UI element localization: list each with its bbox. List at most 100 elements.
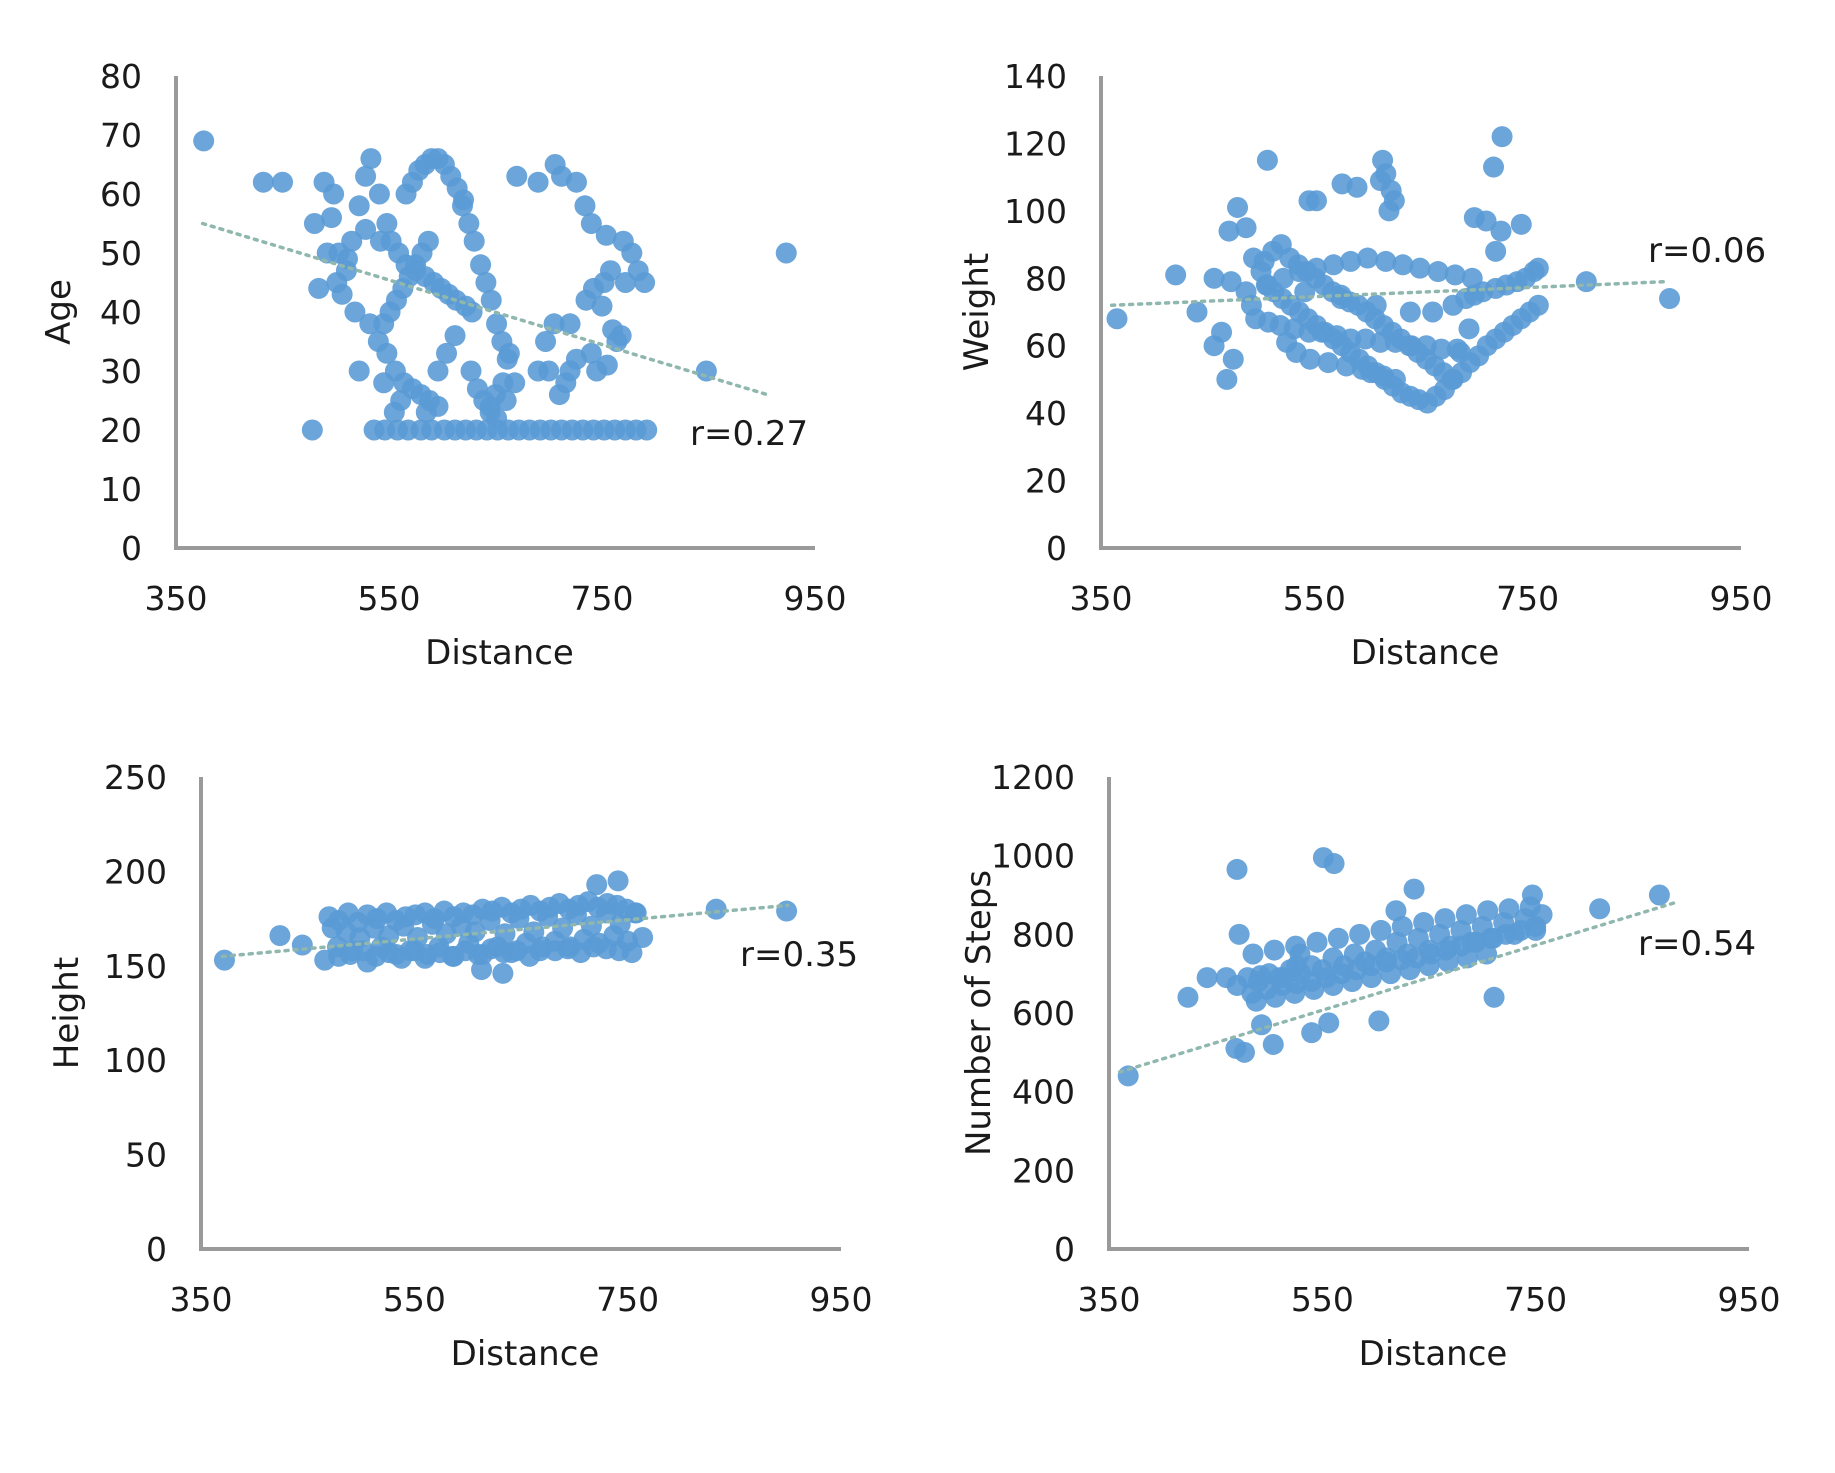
data-point (1475, 210, 1497, 232)
data-point (1391, 915, 1413, 937)
x-tick-label: 350 (1070, 579, 1133, 618)
y-tick-label: 250 (104, 758, 167, 797)
data-point (1317, 352, 1339, 374)
data-point (1575, 271, 1597, 293)
data-point (355, 165, 377, 187)
data-point (492, 962, 514, 984)
data-point (621, 242, 643, 264)
data-point (272, 171, 293, 193)
chart-svg: 0 50 100 150 200 250 350 550 750 950 Distance Heigh… (47, 758, 873, 1374)
data-point (494, 923, 516, 945)
y-tick-label: 1200 (991, 758, 1075, 797)
data-point (1482, 927, 1504, 949)
data-point (1349, 923, 1371, 945)
trendline (1109, 279, 1669, 308)
data-point (1303, 978, 1325, 1000)
data-point (1305, 257, 1327, 279)
data-point (1427, 261, 1449, 283)
scatter-panel-weight: 0 20 40 60 80 100 120 140 350 550 750 950 Distance We… (918, 0, 1835, 736)
data-point (1299, 348, 1321, 370)
data-point (1399, 301, 1421, 323)
data-point (634, 272, 656, 293)
data-point (1409, 257, 1431, 279)
x-tick-label: 550 (358, 579, 421, 618)
data-point (463, 230, 485, 252)
data-point (625, 902, 647, 924)
data-point (1228, 923, 1250, 945)
data-point (453, 189, 475, 211)
data-point (269, 925, 291, 947)
x-tick-label: 950 (784, 579, 847, 618)
data-point (1327, 927, 1349, 949)
data-point (1365, 294, 1387, 316)
data-point (1589, 898, 1611, 920)
data-point (1306, 931, 1328, 953)
data-point (1461, 931, 1483, 953)
data-point (621, 942, 643, 964)
data-point (1444, 264, 1466, 286)
data-point (1503, 923, 1525, 945)
data-point (1498, 898, 1520, 920)
data-point (1422, 301, 1444, 323)
data-point (471, 959, 493, 981)
data-point (1247, 971, 1269, 993)
trendline (200, 221, 769, 397)
data-point (1340, 250, 1362, 272)
data-point (1165, 264, 1187, 286)
data-point (1659, 288, 1681, 310)
data-point (301, 419, 323, 441)
y-tick-label: 40 (100, 293, 142, 332)
data-point (348, 360, 370, 382)
chart-svg: 0 200 400 600 800 1000 1200 350 550 750 950 Distanc… (959, 758, 1781, 1374)
data-point (1434, 908, 1456, 930)
data-point (636, 419, 658, 441)
y-tick-label: 50 (125, 1136, 167, 1175)
y-tick-label: 800 (1012, 915, 1075, 954)
y-tick-label: 70 (100, 116, 142, 155)
y-tick-label: 400 (1012, 1073, 1075, 1112)
y-tick-label: 0 (121, 529, 142, 568)
data-point (1397, 943, 1419, 965)
x-tick-label: 550 (383, 1280, 446, 1319)
data-point (1354, 951, 1376, 973)
data-point (1335, 355, 1357, 377)
data-point (458, 213, 480, 234)
data-point (586, 874, 608, 896)
x-tick-label: 950 (1718, 1280, 1781, 1319)
data-point (1245, 990, 1267, 1012)
data-point (427, 395, 449, 417)
data-point (376, 213, 398, 234)
data-point (1263, 939, 1285, 961)
y-axis-title: Height (47, 957, 87, 1069)
chart-svg: 0 10 20 30 40 50 60 70 80 350 550 750 950 Distance Age… (39, 57, 847, 673)
y-tick-label: 100 (1004, 192, 1067, 231)
data-point (1430, 338, 1452, 360)
data-point (1375, 163, 1397, 185)
data-point (355, 218, 377, 240)
x-tick-label: 750 (1504, 1280, 1567, 1319)
data-point (1226, 974, 1248, 996)
data-point (1272, 267, 1294, 289)
data-point (376, 342, 398, 364)
data-point (1368, 1010, 1390, 1032)
data-point (444, 325, 466, 347)
data-point (369, 230, 391, 252)
x-tick-label: 350 (1078, 1280, 1141, 1319)
data-point (580, 915, 602, 937)
y-tick-label: 80 (1025, 259, 1067, 298)
x-axis-title: Distance (1359, 1334, 1508, 1374)
data-point (1527, 257, 1549, 279)
data-point (460, 360, 482, 382)
data-point (1242, 943, 1264, 965)
data-point (1233, 1041, 1255, 1063)
data-point (527, 171, 549, 193)
data-point (1360, 967, 1382, 989)
data-point (1525, 919, 1547, 941)
data-point (1220, 271, 1242, 293)
x-tick-label: 350 (145, 579, 208, 618)
data-point (427, 360, 449, 382)
data-point (775, 242, 797, 264)
data-point (1218, 220, 1240, 242)
y-tick-label: 600 (1012, 994, 1075, 1033)
y-tick-label: 20 (100, 411, 142, 450)
